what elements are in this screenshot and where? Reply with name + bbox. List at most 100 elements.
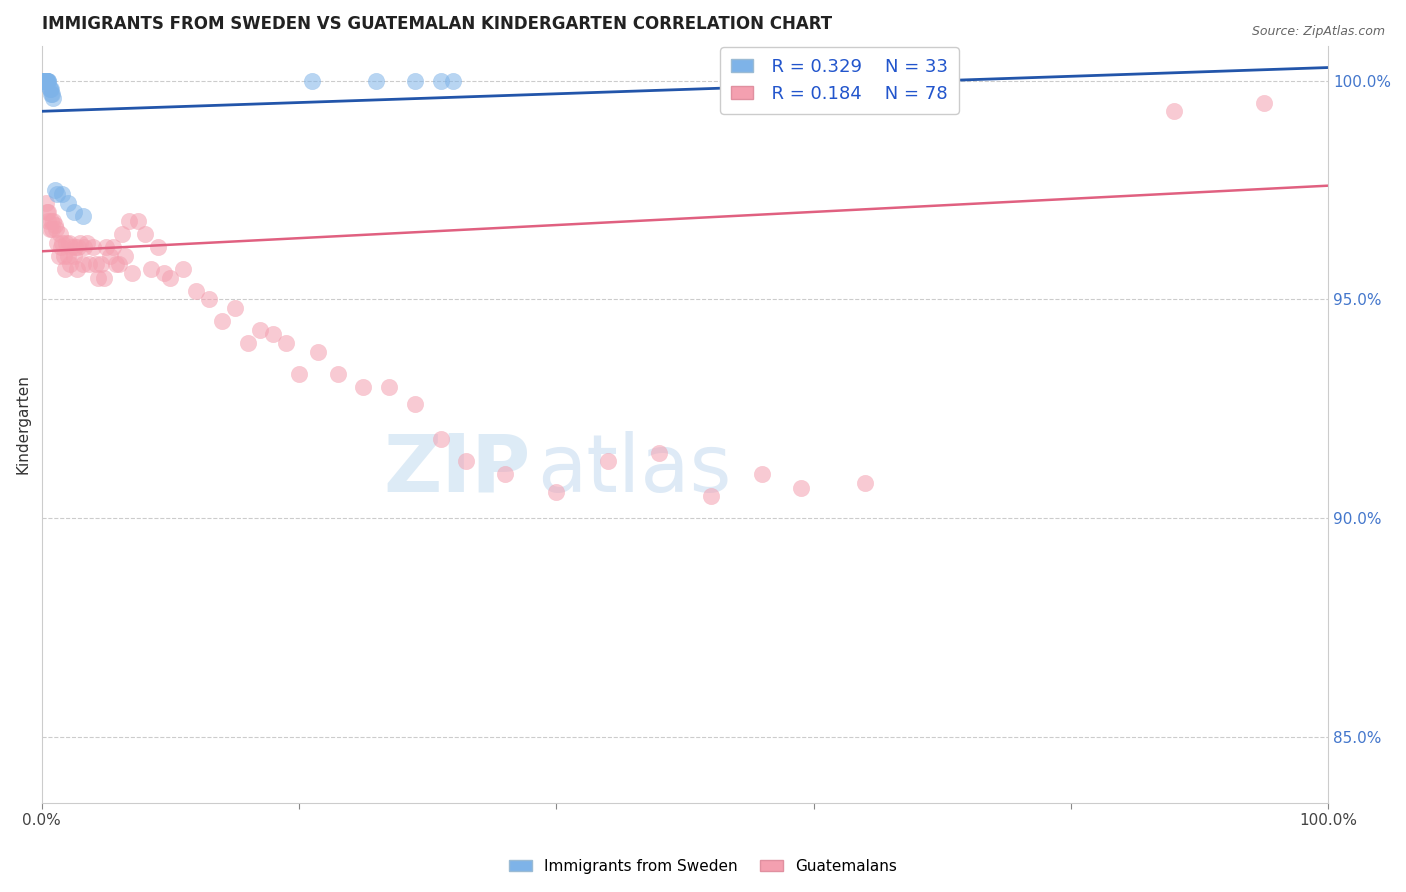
Point	[45, 222, 67, 236]
Point	[108, 257, 131, 271]
Point	[186, 284, 208, 298]
Point	[288, 367, 311, 381]
Point	[41, 87, 63, 101]
Point	[34, 73, 56, 87]
Point	[456, 454, 478, 468]
Point	[494, 467, 516, 482]
Point	[58, 235, 80, 250]
Point	[39, 87, 62, 101]
Point	[32, 73, 55, 87]
Point	[441, 73, 464, 87]
Point	[55, 235, 77, 250]
Point	[301, 73, 323, 87]
Point	[262, 327, 284, 342]
Point	[76, 235, 98, 250]
Point	[98, 249, 121, 263]
Point	[69, 235, 91, 250]
Point	[87, 270, 110, 285]
Point	[65, 261, 87, 276]
Text: ZIP: ZIP	[384, 431, 530, 508]
Point	[90, 257, 112, 271]
Text: IMMIGRANTS FROM SWEDEN VS GUATEMALAN KINDERGARTEN CORRELATION CHART: IMMIGRANTS FROM SWEDEN VS GUATEMALAN KIN…	[42, 15, 832, 33]
Point	[72, 209, 94, 223]
Point	[56, 249, 79, 263]
Point	[82, 240, 104, 254]
Point	[276, 336, 298, 351]
Text: atlas: atlas	[537, 431, 731, 508]
Point	[37, 73, 59, 87]
Point	[34, 73, 56, 87]
Point	[51, 187, 73, 202]
Point	[52, 249, 75, 263]
Point	[38, 82, 60, 96]
Point	[139, 261, 162, 276]
Point	[546, 484, 568, 499]
Point	[41, 222, 63, 236]
Point	[66, 240, 89, 254]
Point	[159, 270, 181, 285]
Point	[121, 266, 143, 280]
Point	[648, 445, 671, 459]
Text: Source: ZipAtlas.com: Source: ZipAtlas.com	[1251, 25, 1385, 38]
Point	[63, 249, 86, 263]
Point	[32, 73, 55, 87]
Point	[60, 240, 83, 254]
Point	[429, 433, 451, 447]
Point	[853, 476, 876, 491]
Point	[79, 257, 101, 271]
Point	[34, 73, 56, 87]
Point	[751, 467, 773, 482]
Point	[378, 380, 401, 394]
Point	[366, 73, 388, 87]
Point	[101, 240, 124, 254]
Point	[211, 314, 233, 328]
Point	[46, 187, 69, 202]
Point	[790, 481, 813, 495]
Point	[84, 257, 107, 271]
Point	[35, 73, 58, 87]
Point	[51, 235, 73, 250]
Point	[37, 73, 59, 87]
Point	[1253, 95, 1275, 110]
Point	[34, 73, 56, 87]
Point	[118, 213, 141, 227]
Point	[105, 257, 128, 271]
Point	[1163, 104, 1185, 119]
Point	[127, 213, 149, 227]
Point	[404, 397, 426, 411]
Point	[49, 227, 72, 241]
Point	[146, 240, 169, 254]
Point	[35, 73, 58, 87]
Point	[352, 380, 374, 394]
Point	[134, 227, 156, 241]
Point	[198, 293, 221, 307]
Point	[429, 73, 451, 87]
Point	[249, 323, 271, 337]
Legend: Immigrants from Sweden, Guatemalans: Immigrants from Sweden, Guatemalans	[502, 853, 904, 880]
Point	[307, 345, 329, 359]
Point	[35, 205, 58, 219]
Point	[42, 213, 65, 227]
Point	[65, 240, 87, 254]
Point	[34, 73, 56, 87]
Point	[72, 257, 94, 271]
Point	[34, 73, 56, 87]
Point	[44, 183, 66, 197]
Point	[224, 301, 246, 315]
Point	[34, 73, 56, 87]
Point	[56, 196, 79, 211]
Point	[46, 235, 69, 250]
Point	[326, 367, 349, 381]
Point	[596, 454, 619, 468]
Point	[153, 266, 176, 280]
Point	[37, 213, 59, 227]
Point	[53, 261, 76, 276]
Point	[48, 249, 70, 263]
Point	[172, 261, 194, 276]
Legend:   R = 0.329    N = 33,   R = 0.184    N = 78: R = 0.329 N = 33, R = 0.184 N = 78	[720, 47, 959, 114]
Point	[236, 336, 259, 351]
Point	[34, 73, 56, 87]
Point	[110, 227, 132, 241]
Point	[34, 196, 56, 211]
Point	[49, 240, 72, 254]
